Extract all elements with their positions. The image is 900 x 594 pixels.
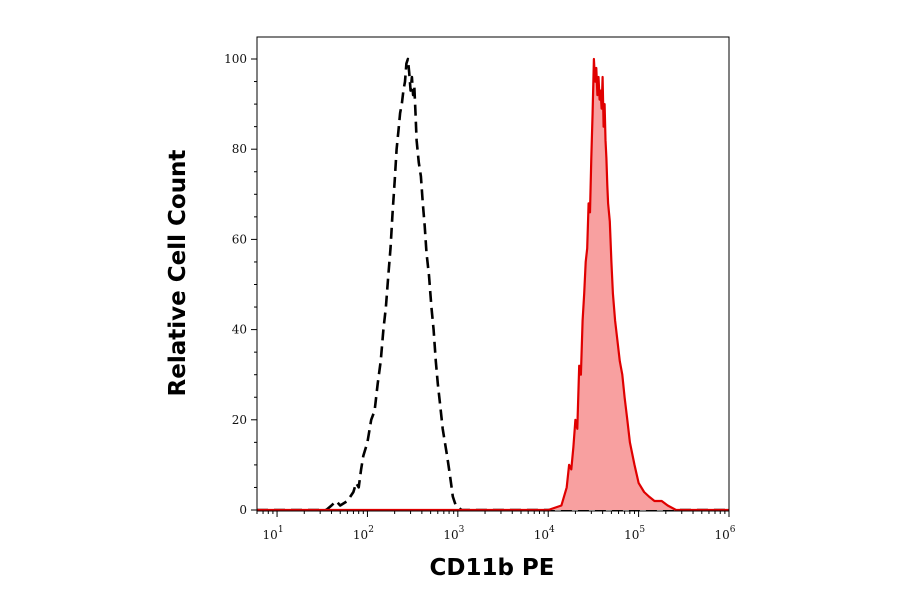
series-0-line	[257, 57, 729, 512]
x-tick-exponent: 6	[730, 525, 736, 535]
x-tick-base: 10	[534, 528, 549, 542]
x-tick-exponent: 1	[278, 525, 284, 535]
x-tick-base: 10	[263, 528, 278, 542]
plot-frame	[256, 36, 730, 512]
x-tick-base: 10	[714, 528, 729, 542]
series-1-line	[257, 57, 729, 512]
x-tick-label: 102	[353, 525, 374, 542]
x-tick-label: 101	[263, 525, 284, 542]
y-tick-label: 20	[232, 413, 247, 427]
x-tick-label: 105	[624, 525, 645, 542]
y-tick-label: 100	[224, 52, 247, 66]
series-1-area	[257, 59, 729, 510]
axes	[256, 36, 730, 512]
x-tick-label: 106	[714, 525, 735, 542]
plot-area	[257, 57, 729, 512]
x-tick-base: 10	[353, 528, 368, 542]
x-tick-exponent: 2	[368, 525, 374, 535]
x-tick-exponent: 5	[639, 525, 645, 535]
y-tick-label: 40	[232, 323, 247, 337]
y-tick-label: 80	[232, 142, 247, 156]
y-ticks: 0 20 40 60 80 100	[224, 52, 257, 517]
y-tick-label: 0	[239, 503, 247, 517]
x-tick-exponent: 4	[549, 525, 555, 535]
x-ticks: 101 102 103 104 105 106	[256, 511, 736, 542]
x-axis-label: CD11b PE	[429, 555, 554, 581]
y-axis-label: Relative Cell Count	[165, 150, 191, 397]
x-tick-exponent: 3	[459, 525, 465, 535]
x-tick-label: 104	[534, 525, 555, 542]
x-tick-base: 10	[624, 528, 639, 542]
x-tick-label: 103	[443, 525, 464, 542]
y-tick-label: 60	[232, 232, 247, 246]
x-tick-base: 10	[443, 528, 458, 542]
